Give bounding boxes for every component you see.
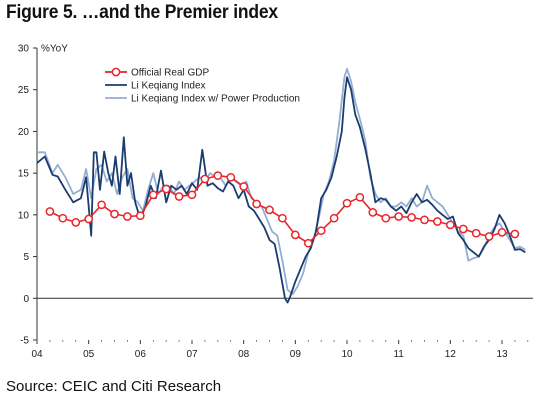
gdp-data-point <box>303 238 313 248</box>
gdp-data-point <box>394 212 404 221</box>
x-tick-label: 10 <box>341 349 353 360</box>
gdp-data-point <box>329 213 339 223</box>
gdp-data-point <box>381 213 391 223</box>
x-tick-label: 11 <box>393 349 404 360</box>
x-tick-label: 07 <box>186 349 198 360</box>
legend-label-2: Li Keqiang Index w/ Power Production <box>131 94 300 105</box>
gdp-data-point <box>316 226 326 236</box>
x-tick-label: 12 <box>445 349 457 360</box>
gdp-data-point <box>368 208 378 217</box>
y-axis-label: %YoY <box>41 44 68 55</box>
gdp-data-point <box>265 205 274 215</box>
gdp-data-point <box>510 229 520 239</box>
gdp-data-point <box>252 199 261 209</box>
gdp-data-point <box>123 212 132 221</box>
series-line-1 <box>36 76 526 304</box>
y-tick-label: 30 <box>18 44 30 55</box>
y-tick-label: 0 <box>23 294 29 305</box>
gdp-data-point <box>420 215 429 225</box>
x-tick-label: 05 <box>83 349 95 360</box>
gdp-data-point <box>213 171 223 180</box>
gdp-data-point <box>342 198 352 208</box>
gdp-data-point <box>433 217 442 226</box>
figure-title: Figure 5. …and the Premier index <box>6 2 278 23</box>
legend-label-1: Li Keqiang Index <box>131 81 206 92</box>
gdp-data-point <box>239 182 249 191</box>
series-line-2 <box>37 68 526 296</box>
x-tick-label: 08 <box>238 349 250 360</box>
gdp-data-point <box>484 232 494 241</box>
x-tick-label: 09 <box>290 349 302 360</box>
gdp-data-point <box>110 209 119 219</box>
x-tick-label: 06 <box>135 349 147 360</box>
gdp-data-point <box>407 213 416 222</box>
gdp-data-point <box>187 190 197 200</box>
gdp-data-point <box>355 192 365 202</box>
chart-legend: Official Real GDP Li Keqiang Index Li Keqi… <box>105 68 300 105</box>
figure-source: Source: CEIC and Citi Research <box>6 378 222 395</box>
gdp-data-point <box>497 228 507 237</box>
chart-series-layer <box>36 68 526 304</box>
gdp-data-point <box>148 190 158 200</box>
legend-marker-0 <box>111 67 121 77</box>
y-tick-label: 10 <box>18 210 30 221</box>
y-tick-label: -5 <box>20 336 29 347</box>
gdp-data-point <box>458 224 468 234</box>
gdp-data-point <box>200 174 210 184</box>
gdp-data-point <box>45 207 55 216</box>
legend-label-0: Official Real GDP <box>131 68 210 79</box>
gdp-data-point <box>135 211 145 221</box>
gdp-data-point <box>445 220 455 230</box>
y-tick-label: 15 <box>18 169 30 180</box>
y-tick-label: 20 <box>18 127 30 138</box>
y-tick-label: 5 <box>23 252 29 263</box>
gdp-data-point <box>174 192 184 201</box>
gdp-data-point <box>278 213 287 223</box>
gdp-data-point <box>58 213 68 223</box>
gdp-data-point <box>161 184 171 194</box>
gdp-data-point <box>97 200 106 210</box>
gdp-data-point <box>71 218 81 227</box>
gdp-data-point <box>226 172 236 182</box>
gdp-data-point <box>471 228 481 238</box>
x-tick-label: 04 <box>31 349 43 360</box>
gdp-data-point <box>84 214 94 224</box>
gdp-data-point <box>290 230 300 240</box>
x-tick-label: 13 <box>496 349 508 360</box>
y-tick-label: 25 <box>18 85 30 96</box>
